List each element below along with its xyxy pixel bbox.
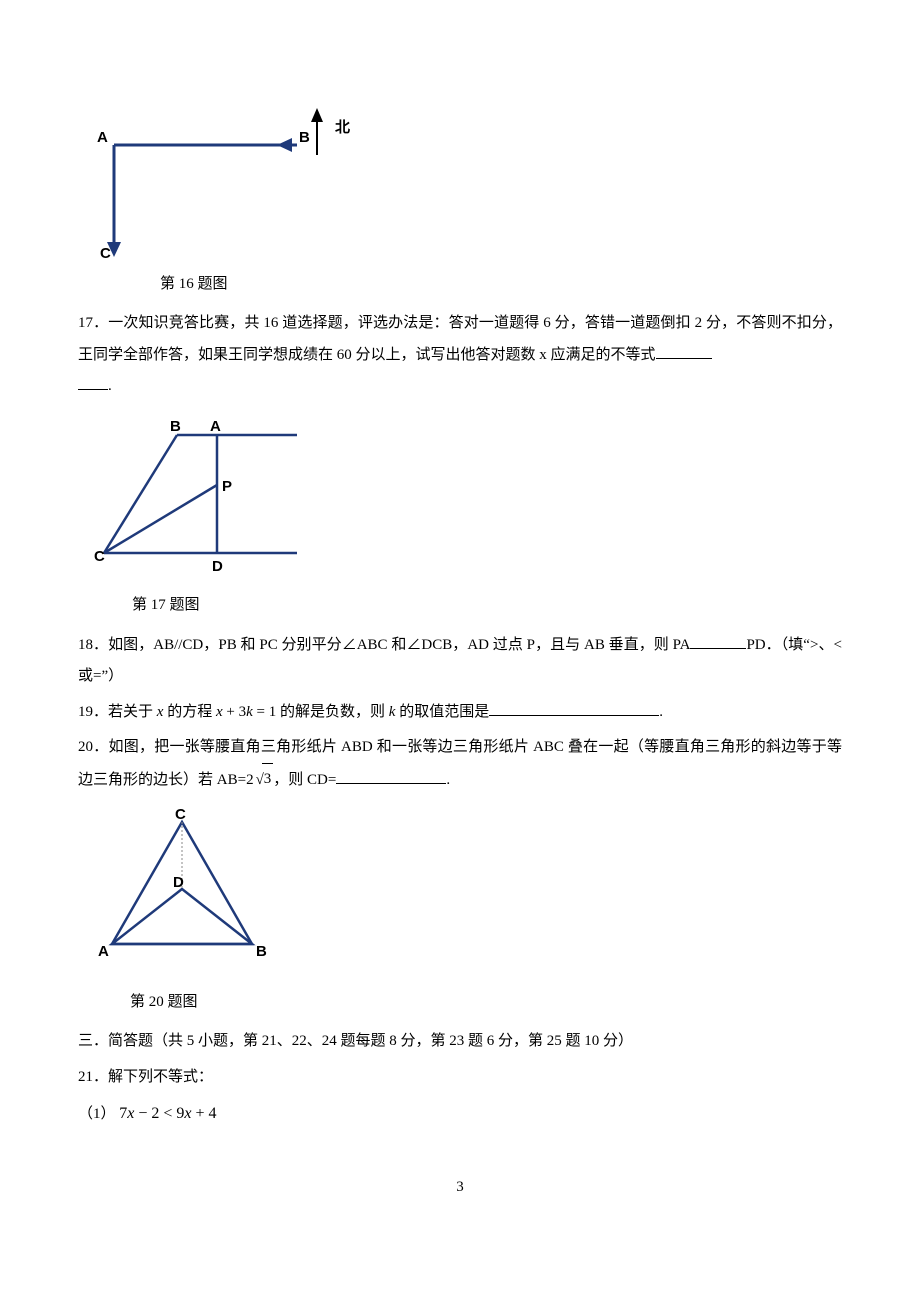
page-number: 3 bbox=[0, 1172, 920, 1204]
question-21-part-1-label: （1） bbox=[78, 1106, 116, 1122]
figure-17-label-c: C bbox=[94, 548, 105, 565]
question-20-text-c: . bbox=[446, 772, 450, 788]
figure-20-label-b: B bbox=[256, 943, 267, 960]
figure-16-caption: 第 16 题图 bbox=[92, 269, 842, 301]
question-18-text-a: 如图，AB//CD，PB 和 PC 分别平分∠ABC 和∠DCB，AD 过点 P… bbox=[108, 637, 690, 653]
figure-20-label-d: D bbox=[173, 874, 184, 891]
figure-17: B A P C D 第 17 题图 bbox=[92, 413, 842, 622]
question-20-blank bbox=[336, 783, 446, 784]
question-20-radicand: 3 bbox=[262, 763, 274, 796]
question-19-var-k: k bbox=[389, 704, 396, 720]
figure-17-label-d: D bbox=[212, 558, 223, 575]
figure-17-caption: 第 17 题图 bbox=[92, 590, 842, 622]
question-20-number: 20． bbox=[78, 739, 108, 755]
question-21-part-1: （1） 7x − 2 < 9x + 4 bbox=[78, 1097, 842, 1131]
question-21-part-1-eq: 7x − 2 < 9x + 4 bbox=[119, 1105, 216, 1122]
question-17-blank-1 bbox=[656, 358, 712, 359]
question-19-text-c: 的解是负数，则 bbox=[280, 704, 385, 720]
question-19-text-a: 若关于 bbox=[108, 704, 153, 720]
figure-17-label-b: B bbox=[170, 418, 181, 435]
figure-17-label-p: P bbox=[222, 478, 232, 495]
question-19: 19．若关于 x 的方程 x + 3k = 1 的解是负数，则 k 的取值范围是… bbox=[78, 697, 842, 729]
section-3-heading: 三．简答题（共 5 小题，第 21、22、24 题每题 8 分，第 23 题 6… bbox=[78, 1026, 842, 1058]
figure-16-label-b: B bbox=[299, 129, 310, 146]
figure-20-label-a: A bbox=[98, 943, 109, 960]
question-20-text-a: 如图，把一张等腰直角三角形纸片 ABD 和一张等边三角形纸片 ABC 叠在一起（… bbox=[78, 739, 842, 788]
figure-20-caption: 第 20 题图 bbox=[92, 987, 842, 1019]
figure-20-svg: C D A B bbox=[92, 804, 282, 987]
question-19-text-e: . bbox=[659, 704, 663, 720]
question-17: 17．一次知识竞答比赛，共 16 道选择题，评选办法是：答对一道题得 6 分，答… bbox=[78, 308, 842, 403]
question-17-blank-2 bbox=[78, 389, 108, 390]
figure-20-label-c: C bbox=[175, 806, 186, 823]
question-18-blank bbox=[690, 648, 746, 649]
figure-17-label-a: A bbox=[210, 418, 221, 435]
figure-16-svg: A B C 北 bbox=[92, 90, 382, 273]
figure-16: A B C 北 第 16 题图 bbox=[92, 90, 842, 300]
question-20-sqrt: 3 bbox=[254, 764, 274, 797]
question-20-val-prefix: 2 bbox=[246, 772, 254, 788]
question-19-text-d: 的取值范围是 bbox=[399, 704, 489, 720]
question-21-text: 解下列不等式： bbox=[108, 1069, 213, 1085]
figure-20: C D A B 第 20 题图 bbox=[92, 804, 842, 1018]
question-20-text-b: ，则 CD= bbox=[273, 772, 336, 788]
question-19-text-b: 的方程 bbox=[167, 704, 212, 720]
figure-17-svg: B A P C D bbox=[92, 413, 312, 591]
question-17-text-a: 一次知识竞答比赛，共 16 道选择题，评选办法是：答对一道题得 6 分，答错一道… bbox=[78, 315, 842, 363]
question-21-number: 21． bbox=[78, 1069, 108, 1085]
question-17-number: 17． bbox=[78, 315, 108, 331]
figure-16-label-c: C bbox=[100, 245, 111, 260]
question-19-var-x: x bbox=[157, 704, 164, 720]
question-18-number: 18． bbox=[78, 637, 108, 653]
question-19-eq: x bbox=[216, 704, 223, 720]
question-17-text-b: . bbox=[108, 378, 112, 394]
figure-16-label-a: A bbox=[97, 129, 108, 146]
question-19-number: 19． bbox=[78, 704, 108, 720]
question-18: 18．如图，AB//CD，PB 和 PC 分别平分∠ABC 和∠DCB，AD 过… bbox=[78, 630, 842, 693]
question-19-blank bbox=[489, 715, 659, 716]
figure-16-label-north: 北 bbox=[335, 119, 350, 136]
question-20: 20．如图，把一张等腰直角三角形纸片 ABD 和一张等边三角形纸片 ABC 叠在… bbox=[78, 732, 842, 796]
question-21: 21．解下列不等式： bbox=[78, 1062, 842, 1094]
